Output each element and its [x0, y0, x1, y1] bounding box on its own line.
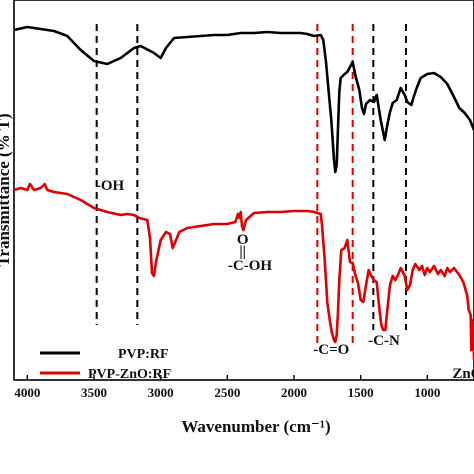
- x-tick-label-2500: 2500: [214, 385, 240, 400]
- annotation-3: -C-OH: [228, 258, 272, 274]
- x-tick-label-2000: 2000: [281, 385, 307, 400]
- series-line-pvp-zno-rf: [13, 182, 474, 361]
- spectra: [13, 25, 474, 361]
- x-tick-label-4000: 4000: [14, 385, 40, 400]
- x-tick-label-1500: 1500: [348, 385, 374, 400]
- x-tick-label-3000: 3000: [148, 385, 174, 400]
- legend: PVP:RF PVP-ZnO:RF: [40, 347, 171, 382]
- peak-annotations: -OH O||-C-OH -C=O -C-N ZnO: [96, 178, 474, 382]
- annotation-1: O: [237, 232, 249, 248]
- annotation-2: ||: [239, 244, 246, 260]
- legend-label-pvp-zno-rf: PVP-ZnO:RF: [88, 367, 171, 382]
- plot-frame: [13, 0, 474, 381]
- x-axis-title: Wavenumber (cm⁻¹): [181, 417, 330, 436]
- annotation-6: ZnO: [452, 366, 474, 382]
- annotation-0: -OH: [96, 178, 125, 194]
- series-line-pvp-rf: [13, 25, 474, 174]
- annotation-5: -C-N: [368, 333, 400, 349]
- x-axis-ticks: 4000 3500 3000 2500 2000 1500 1000: [14, 375, 440, 400]
- x-tick-label-1000: 1000: [414, 385, 440, 400]
- annotation-4: -C=O: [313, 342, 349, 358]
- plot-area: [13, 0, 474, 381]
- legend-label-pvp-rf: PVP:RF: [118, 347, 169, 362]
- y-axis-title: Transmittance (% T): [0, 113, 13, 266]
- x-tick-label-3500: 3500: [81, 385, 107, 400]
